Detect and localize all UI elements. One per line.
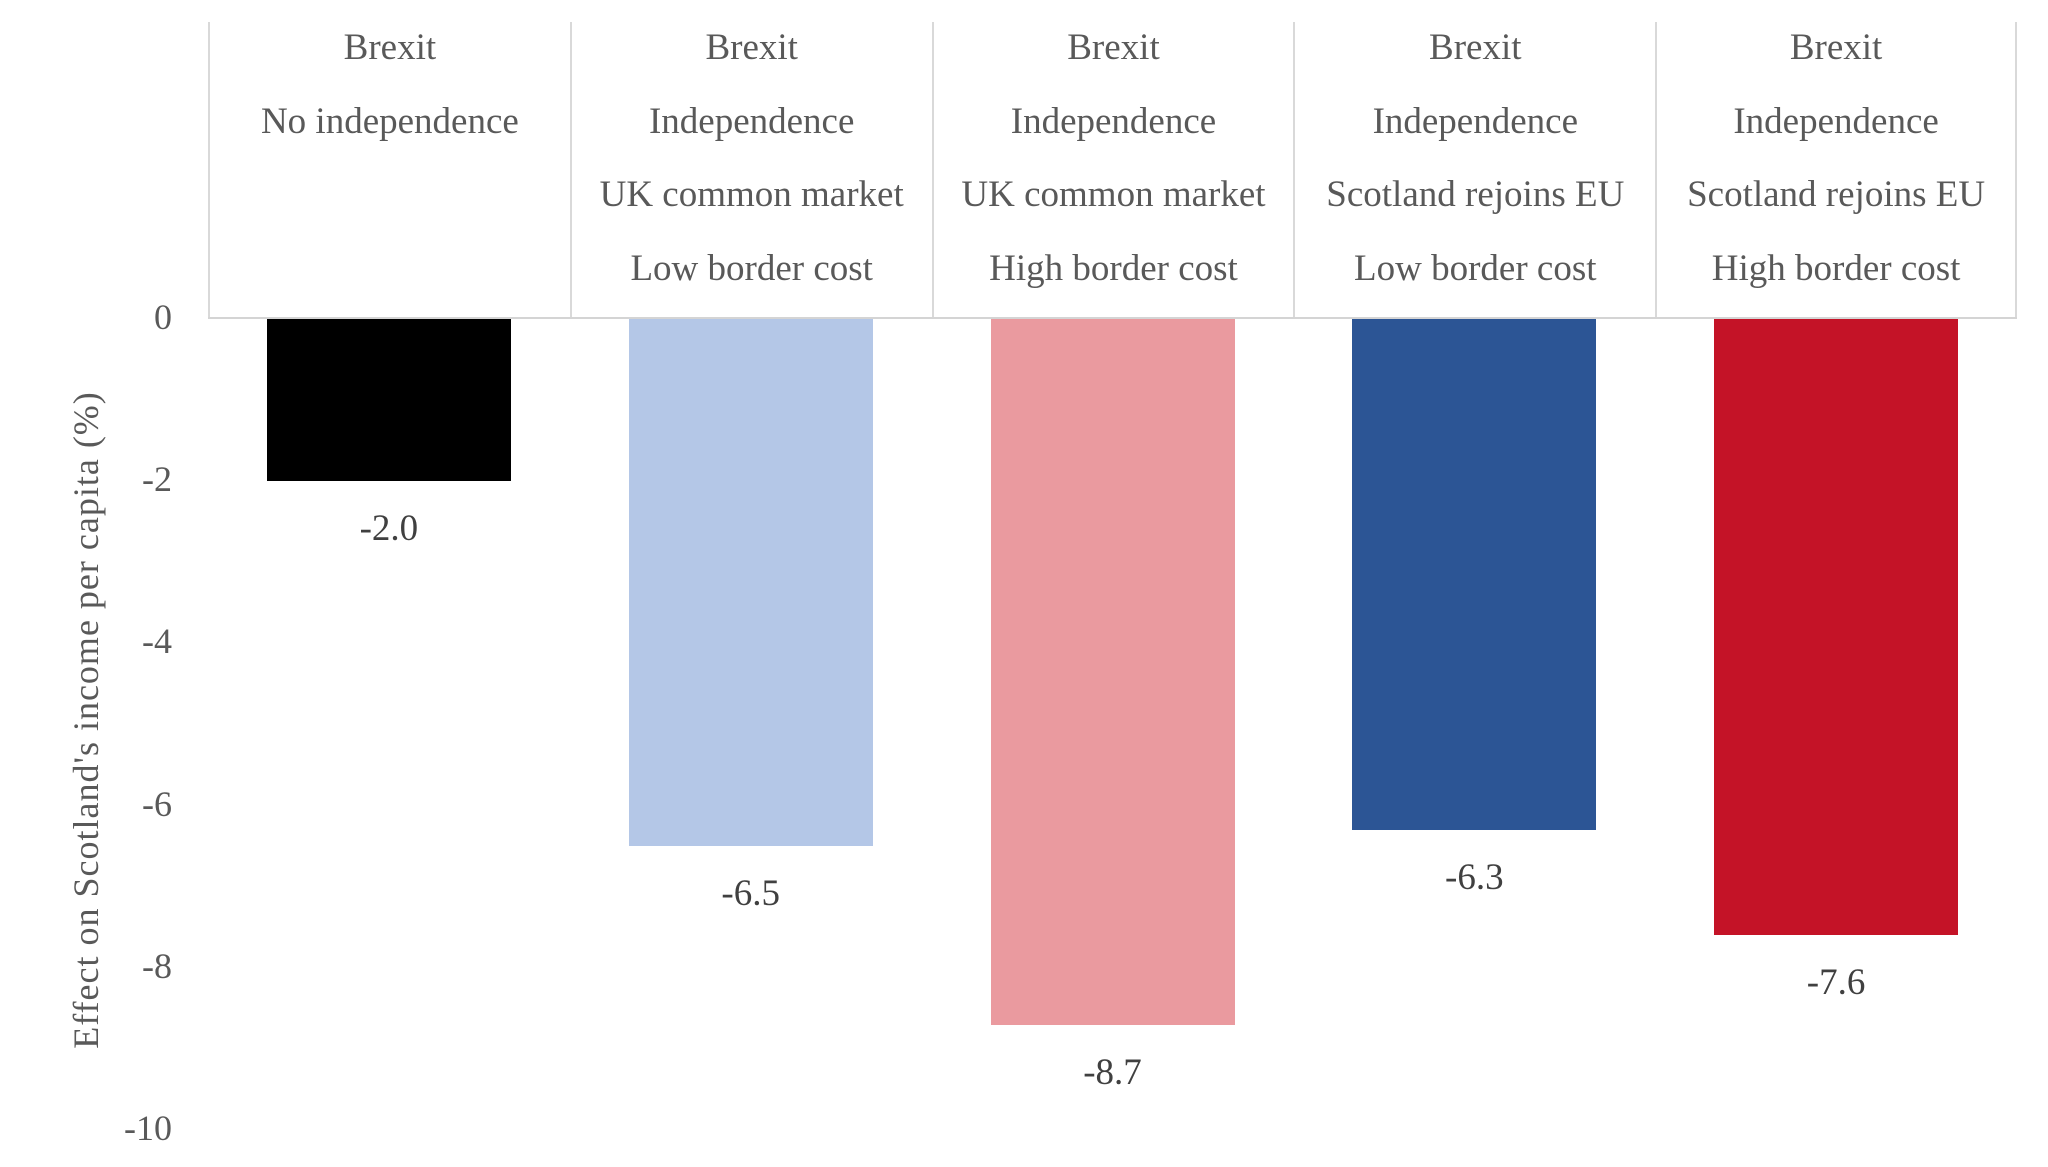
y-tick-label: -2 <box>142 459 172 500</box>
bar <box>1714 319 1959 936</box>
bar <box>1352 319 1597 830</box>
category-label: Brexit <box>705 27 798 68</box>
category-label: UK common market <box>961 174 1266 215</box>
y-tick-label: -8 <box>142 945 172 986</box>
y-axis-label: Effect on Scotland's income per capita (… <box>66 391 106 1049</box>
category-header-table: Brexit No independence Brexit Independence U… <box>208 22 2017 319</box>
bar-value-label: -7.6 <box>1806 962 1866 1004</box>
bar <box>990 319 1235 1025</box>
bar-value-label: -6.5 <box>721 873 780 915</box>
category-label: Brexit <box>343 27 437 68</box>
category-label: Independence <box>1733 100 1939 142</box>
category-label: Independence <box>1372 100 1578 142</box>
category-label: High border cost <box>1711 247 1961 289</box>
bar-value-label: -8.7 <box>1083 1051 1142 1093</box>
category-label: Brexit <box>1067 27 1160 68</box>
category-column: Brexit Independence Scotland rejoins EU Hig… <box>1655 22 2017 317</box>
y-tick-label: 0 <box>154 297 172 337</box>
bar-value-label: -2.0 <box>359 508 419 550</box>
category-column: Brexit Independence Scotland rejoins EU Low… <box>1293 22 1655 317</box>
category-label: Scotland rejoins EU <box>1326 174 1625 215</box>
bar <box>266 319 511 482</box>
category-label: Brexit <box>1789 27 1883 68</box>
category-column: Brexit No independence <box>208 22 570 317</box>
category-column: Brexit Independence UK common market High b… <box>931 22 1294 317</box>
category-label: Brexit <box>1429 27 1522 68</box>
bar-value-label: -6.3 <box>1445 856 1504 898</box>
category-label: No independence <box>260 100 519 142</box>
category-label: Independence <box>1010 100 1217 142</box>
category-label: Low border cost <box>1354 247 1597 289</box>
category-label: Independence <box>648 100 855 142</box>
category-label: UK common market <box>599 174 904 215</box>
y-tick-label: -6 <box>142 783 172 824</box>
category-column: Brexit Independence UK common market Low bo… <box>569 22 932 317</box>
bar <box>628 319 873 847</box>
category-label: Low border cost <box>630 247 873 289</box>
y-tick-label: -10 <box>124 1108 172 1148</box>
y-tick-label: -4 <box>142 621 172 662</box>
category-label: Scotland rejoins EU <box>1687 174 1986 215</box>
category-label: High border cost <box>989 247 1238 289</box>
